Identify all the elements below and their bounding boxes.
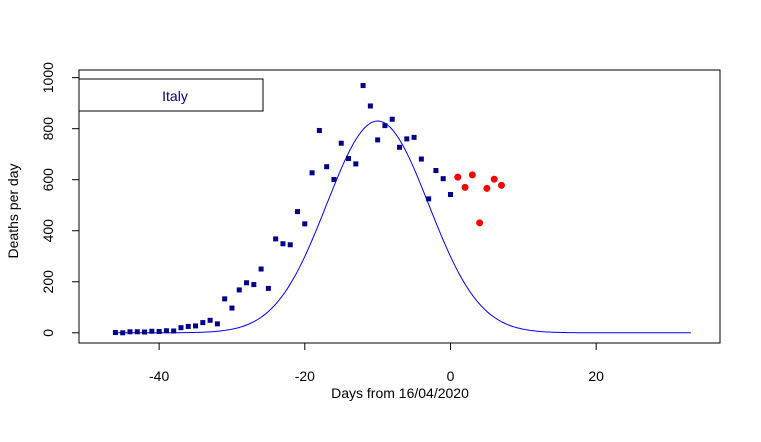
- observed-point: [302, 221, 308, 227]
- legend-label: Italy: [162, 88, 188, 104]
- observed-point: [426, 196, 432, 202]
- recent-point: [468, 171, 476, 179]
- observed-point: [207, 317, 213, 323]
- x-tick-label: 20: [588, 368, 604, 384]
- observed-point: [236, 287, 242, 293]
- observed-point: [142, 329, 148, 335]
- observed-point: [418, 156, 424, 162]
- recent-point: [454, 173, 462, 181]
- observed-point: [200, 320, 206, 326]
- observed-point: [258, 266, 264, 272]
- y-tick-label: 0: [40, 329, 56, 337]
- observed-point: [127, 329, 133, 335]
- x-axis-label: Days from 16/04/2020: [331, 385, 469, 401]
- observed-point: [440, 176, 446, 182]
- y-axis: 0 200 400 600 800 1000: [40, 62, 80, 337]
- observed-point: [134, 329, 140, 335]
- y-tick-label: 200: [40, 270, 56, 294]
- observed-point: [185, 323, 191, 329]
- observed-point: [375, 137, 381, 143]
- observed-point: [382, 123, 388, 129]
- x-tick-label: 0: [447, 368, 455, 384]
- observed-point: [331, 176, 337, 182]
- legend: Italy: [78, 78, 264, 112]
- observed-point: [316, 127, 322, 133]
- legend-box: [78, 78, 264, 112]
- y-tick-label: 400: [40, 219, 56, 243]
- x-tick-label: -20: [295, 368, 315, 384]
- y-tick-label: 800: [40, 117, 56, 141]
- observed-point: [287, 242, 293, 248]
- observed-point: [338, 140, 344, 146]
- observed-point: [389, 116, 395, 122]
- observed-point: [447, 192, 453, 198]
- observed-point: [178, 325, 184, 331]
- fitted-curve-layer: [115, 120, 691, 334]
- recent-point: [461, 183, 469, 191]
- observed-point: [360, 83, 366, 89]
- y-axis-label: Deaths per day: [5, 164, 21, 259]
- observed-point: [265, 285, 271, 291]
- observed-point: [324, 164, 330, 170]
- observed-point: [229, 305, 235, 311]
- observed-point: [149, 328, 155, 334]
- observed-point: [411, 134, 417, 140]
- x-tick-label: -40: [149, 368, 169, 384]
- observed-point: [404, 136, 410, 142]
- observed-point: [353, 161, 359, 167]
- observed-point: [163, 328, 169, 334]
- observed-point: [433, 168, 439, 174]
- observed-point: [120, 330, 126, 336]
- observed-point: [251, 282, 257, 288]
- data-points-layer: [112, 83, 505, 336]
- observed-point: [214, 321, 220, 327]
- recent-point: [483, 184, 491, 192]
- recent-point: [476, 219, 484, 227]
- observed-point: [222, 296, 228, 302]
- y-tick-label: 1000: [40, 62, 56, 93]
- observed-point: [280, 241, 286, 247]
- observed-point: [397, 144, 402, 150]
- observed-point: [171, 328, 177, 334]
- y-tick-label: 600: [40, 168, 56, 192]
- observed-point: [367, 103, 373, 109]
- observed-point: [244, 280, 250, 286]
- recent-point: [497, 181, 505, 189]
- recent-point: [490, 175, 498, 183]
- observed-point: [112, 330, 118, 336]
- observed-point: [309, 170, 315, 176]
- observed-point: [273, 236, 279, 242]
- fitted-curve: [115, 120, 691, 334]
- x-axis: -40 -20 0 20: [149, 342, 604, 384]
- observed-point: [346, 156, 352, 162]
- observed-point: [295, 209, 301, 215]
- observed-point: [193, 323, 199, 329]
- observed-point: [156, 329, 162, 335]
